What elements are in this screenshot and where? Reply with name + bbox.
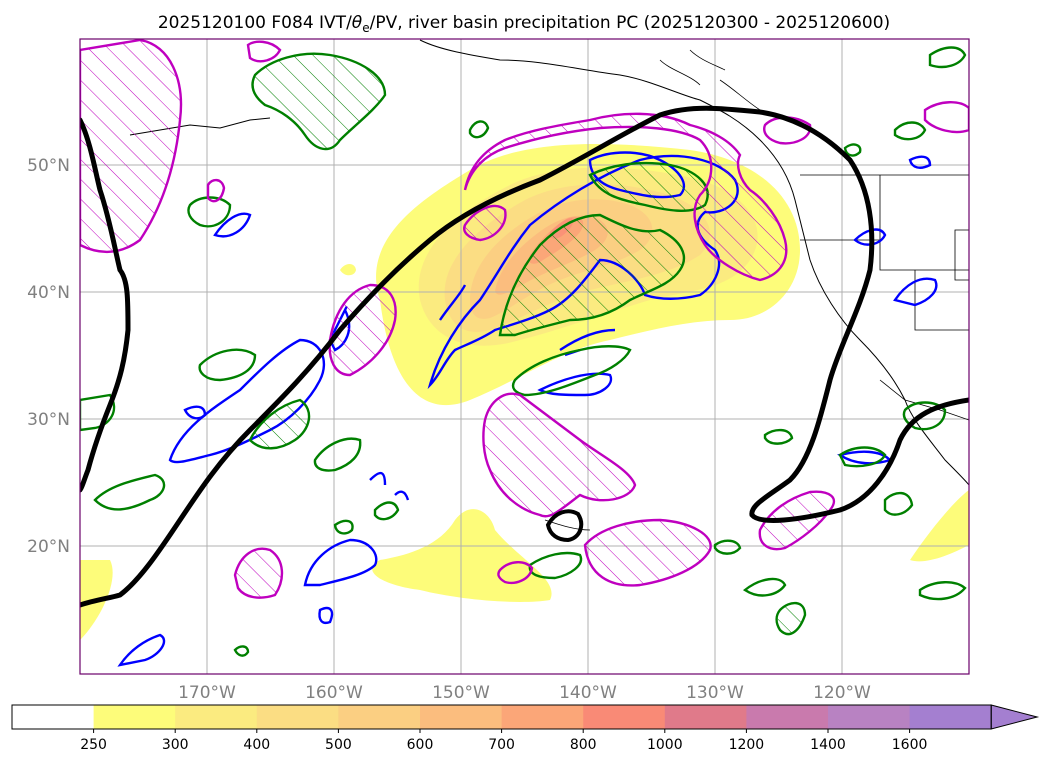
colorbar-segment: [256, 705, 339, 729]
colorbar-labels: 250 300 400 500 600 700 800 1000 1200 1400 1600: [80, 729, 927, 753]
colorbar-segment: [338, 705, 421, 729]
colorbar-tick-label: 400: [243, 737, 270, 753]
colorbar-segment: [420, 705, 503, 729]
map-panel: [79, 38, 970, 675]
lat-label-40: 40°N: [27, 283, 70, 303]
map-title: 2025120100 F084 IVT/θe/PV, river basin p…: [158, 13, 890, 35]
colorbar-segment: [501, 705, 584, 729]
lat-label-50: 50°N: [27, 156, 70, 176]
colorbar-tick-label: 300: [162, 737, 189, 753]
colorbar-segment: [746, 705, 829, 729]
longitude-labels: 170°W 160°W 150°W 140°W 130°W 120°W: [178, 683, 871, 703]
colorbar-tick-label: 700: [488, 737, 515, 753]
lat-label-20: 20°N: [27, 537, 70, 557]
magenta-contours: [80, 39, 969, 599]
colorbar-tick-label: 800: [570, 737, 597, 753]
lon-label-160w: 160°W: [305, 683, 363, 703]
colorbar-segment: [909, 705, 992, 729]
colorbar-extend-arrow: [990, 704, 1040, 730]
lon-label-140w: 140°W: [559, 683, 617, 703]
colorbar: [11, 704, 1040, 730]
latitude-labels: 50°N 40°N 30°N 20°N: [27, 156, 70, 557]
colorbar-tick-label: 1200: [729, 737, 765, 753]
lon-label-150w: 150°W: [432, 683, 490, 703]
map-frame: [79, 38, 970, 675]
colorbar-tick-label: 250: [80, 737, 107, 753]
colorbar-segment: [12, 705, 95, 729]
colorbar-tick-label: 1400: [810, 737, 846, 753]
lat-label-30: 30°N: [27, 410, 70, 430]
lon-label-130w: 130°W: [686, 683, 744, 703]
lon-label-170w: 170°W: [178, 683, 236, 703]
colorbar-tick-label: 600: [407, 737, 434, 753]
colorbar-segment: [175, 705, 258, 729]
lon-label-120w: 120°W: [813, 683, 871, 703]
colorbar-tick-label: 1600: [892, 737, 928, 753]
black-contour: [80, 105, 969, 608]
green-contours: [80, 46, 967, 657]
colorbar-segment: [583, 705, 666, 729]
colorbar-tick-label: 1000: [647, 737, 683, 753]
colorbar-tick-label: 500: [325, 737, 352, 753]
colorbar-segment: [93, 705, 176, 729]
colorbar-segment: [664, 705, 747, 729]
colorbar-segment: [828, 705, 911, 729]
